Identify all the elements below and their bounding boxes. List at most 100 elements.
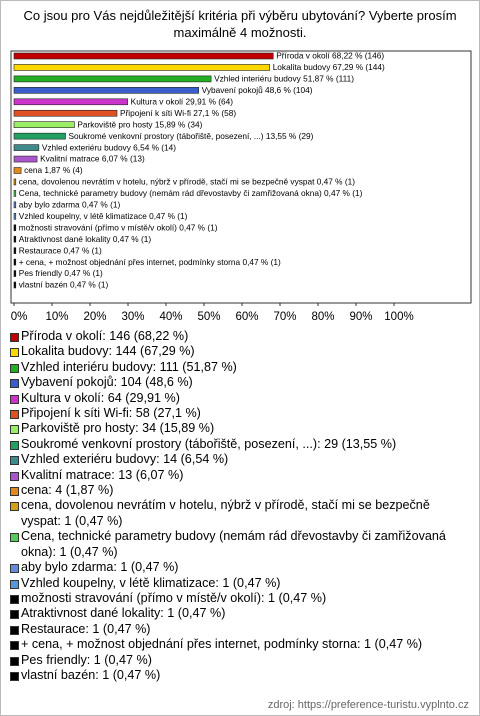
legend-label: Vzhled koupelny, v létě klimatizace: 1 (… (21, 575, 281, 590)
source: zdroj: https://preference-turistu.vyplnt… (267, 699, 469, 711)
legend-swatch (10, 471, 19, 481)
x-tick-label: 60% (235, 311, 258, 323)
legend-label: Kultura v okolí: 64 (29,91 %) (21, 390, 180, 405)
bar (13, 109, 118, 117)
legend-item: Parkoviště pro hosty: 34 (15,89 %) (9, 421, 471, 436)
x-tick-label: 10% (45, 311, 68, 323)
bar (13, 121, 75, 128)
legend-label: Pes friendly: 1 (0,47 %) (21, 652, 152, 667)
x-tick-label: 80% (311, 311, 334, 323)
legend-label: Vzhled interiéru budovy: 111 (51,87 %) (21, 359, 237, 374)
legend-item: cena, dovolenou nevrátím v hotelu, nýbrž… (9, 498, 471, 529)
legend-item: Soukromé venkovní prostory (tábořiště, p… (9, 437, 471, 452)
x-tick-label: 100% (384, 311, 413, 323)
legend-label: Připojení k síti Wi-fi: 58 (27,1 %) (21, 406, 201, 421)
bar (13, 224, 17, 232)
bar (13, 247, 17, 254)
x-tick-label: 90% (349, 311, 372, 323)
bar-label: Pes friendly 0,47 % (1) (19, 268, 103, 278)
legend-swatch (10, 656, 19, 666)
legend-label: Lokalita budovy: 144 (67,29 %) (21, 344, 195, 359)
legend-item: Atraktivnost dané lokality: 1 (0,47 %) (9, 606, 471, 621)
legend-swatch (10, 487, 19, 497)
bar-label: Cena, technické parametry budovy (nemám … (19, 188, 363, 198)
legend-item: Vzhled interiéru budovy: 111 (51,87 %) (9, 360, 471, 375)
legend-item: možnosti stravování (přímo v místě/v oko… (9, 591, 471, 606)
legend-label: Vzhled exteriéru budovy: 14 (6,54 %) (21, 452, 229, 467)
legend-swatch (10, 440, 19, 450)
bar-label: možnosti stravování (přímo v místě/v oko… (19, 222, 218, 232)
legend-label: vlastní bazén: 1 (0,47 %) (21, 667, 161, 682)
legend-item: Cena, technické parametry budovy (nemám … (9, 529, 471, 560)
bar-label: Restaurace 0,47 % (1) (19, 245, 102, 255)
bar (13, 213, 17, 220)
legend-swatch (10, 502, 19, 512)
bar (13, 190, 17, 197)
legend-label: cena: 4 (1,87 %) (21, 483, 114, 498)
legend-item: Vzhled exteriéru budovy: 14 (6,54 %) (9, 452, 471, 467)
x-tick-label: 0% (11, 311, 28, 323)
chart-title: Co jsou pro Vás nejdůležitější kritéria … (23, 8, 457, 40)
legend-label: Restaurace: 1 (0,47 %) (21, 621, 151, 636)
bar (13, 144, 40, 151)
bar-label: Vzhled exteriéru budovy 6,54 % (14) (42, 142, 176, 152)
legend-label: možnosti stravování (přímo v místě/v oko… (21, 590, 327, 605)
legend-swatch (10, 425, 19, 435)
bar-label: cena 1,87 % (4) (24, 165, 83, 175)
bar (13, 258, 17, 266)
bar-label: Vybavení pokojů 48,6 % (104) (202, 85, 313, 95)
legend-label: Cena, technické parametry budovy (nemám … (21, 529, 446, 559)
legend-item: Pes friendly: 1 (0,47 %) (9, 653, 471, 668)
bar (13, 167, 22, 174)
legend-label: Soukromé venkovní prostory (tábořiště, p… (21, 436, 397, 451)
legend-swatch (10, 394, 19, 404)
bar-label: Kvalitní matrace 6,07 % (13) (40, 154, 145, 164)
legend-item: cena: 4 (1,87 %) (9, 483, 471, 498)
bar (13, 64, 271, 71)
legend-label: Atraktivnost dané lokality: 1 (0,47 %) (21, 606, 226, 621)
x-tick-label: 50% (197, 311, 220, 323)
bar (13, 75, 212, 83)
bar-label: aby bylo zdarma 0,47 % (1) (19, 200, 121, 210)
legend-item: Kvalitní matrace: 13 (6,07 %) (9, 468, 471, 483)
bar-label: Atraktivnost dané lokality 0,47 % (1) (19, 234, 152, 244)
bar (13, 132, 66, 140)
legend-label: Kvalitní matrace: 13 (6,07 %) (21, 467, 184, 482)
legend-label: aby bylo zdarma: 1 (0,47 %) (21, 560, 179, 575)
bar-label: Vzhled koupelny, v létě klimatizace 0,47… (19, 211, 188, 221)
legend-label: Vybavení pokojů: 104 (48,6 %) (21, 375, 193, 390)
bar-label: Kultura v okolí 29,91 % (64) (131, 96, 234, 106)
bar (13, 52, 274, 60)
bar (13, 87, 199, 94)
bar (13, 178, 17, 186)
legend-label: Příroda v okolí: 146 (68,22 %) (21, 329, 189, 343)
legend-swatch (10, 456, 19, 466)
legend-item: vlastní bazén: 1 (0,47 %) (9, 668, 471, 683)
legend-item: Kultura v okolí: 64 (29,91 %) (9, 391, 471, 406)
legend-label: cena, dovolenou nevrátím v hotelu, nýbrž… (21, 498, 430, 528)
bar (13, 155, 38, 163)
legend-swatch (10, 410, 19, 420)
legend-swatch (10, 625, 19, 635)
legend-item: Restaurace: 1 (0,47 %) (9, 622, 471, 637)
bar-label: vlastní bazén 0,47 % (1) (19, 280, 109, 290)
x-tick-label: 70% (273, 311, 296, 323)
legend-item: + cena, + možnost objednání přes interne… (9, 637, 471, 652)
bar-label: Příroda v okolí 68,22 % (146) (276, 51, 384, 61)
legend-item: Vybavení pokojů: 104 (48,6 %) (9, 375, 471, 390)
bar-label: Parkoviště pro hosty 15,89 % (34) (77, 119, 202, 129)
legend-item: aby bylo zdarma: 1 (0,47 %) (9, 560, 471, 575)
bar (13, 201, 17, 209)
legend-item: Lokalita budovy: 144 (67,29 %) (9, 344, 471, 359)
bar-label: Vzhled interiéru budovy 51,87 % (111) (214, 74, 354, 84)
legend-item: Připojení k síti Wi-fi: 58 (27,1 %) (9, 406, 471, 421)
bar (13, 270, 17, 277)
legend-swatch (10, 348, 19, 358)
legend-swatch (10, 641, 19, 651)
legend-swatch (10, 363, 19, 373)
bar-label: Připojení k síti Wi-fi 27,1 % (58) (120, 108, 236, 118)
legend-item: Vzhled koupelny, v létě klimatizace: 1 (… (9, 576, 471, 591)
bar (13, 235, 17, 243)
bar (13, 281, 17, 289)
